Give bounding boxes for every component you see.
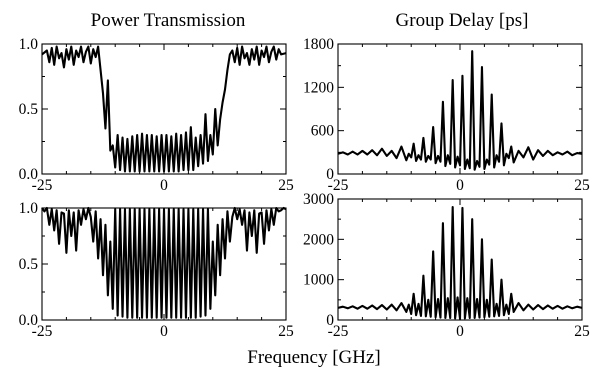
y-tick-label: 0 bbox=[326, 312, 334, 329]
y-tick-label: 1000 bbox=[303, 272, 334, 289]
x-tick-label: 25 bbox=[278, 177, 294, 194]
series-line bbox=[41, 45, 287, 173]
x-tick-label: 0 bbox=[456, 177, 464, 194]
y-tick-label: 0.5 bbox=[19, 256, 39, 273]
title-power-transmission: Power Transmission bbox=[91, 10, 246, 31]
y-tick-label: 3000 bbox=[303, 191, 334, 208]
panel-bottom-left: -25 0 25 0.0 0.5 1.0 bbox=[19, 200, 294, 340]
title-group-delay: Group Delay [ps] bbox=[396, 10, 529, 31]
x-tick-label: 0 bbox=[456, 323, 464, 340]
x-tick-label: 25 bbox=[574, 177, 590, 194]
x-tick-label: -25 bbox=[32, 177, 53, 194]
y-tick-label: 1200 bbox=[303, 79, 334, 96]
y-tick-label: 600 bbox=[311, 123, 335, 140]
y-tick-label: 1800 bbox=[303, 36, 334, 53]
x-tick-label: 0 bbox=[160, 323, 168, 340]
x-tick-label: -25 bbox=[328, 323, 349, 340]
x-tick-label: 0 bbox=[160, 177, 168, 194]
series-line bbox=[41, 206, 287, 319]
y-tick-label: 2000 bbox=[303, 231, 334, 248]
y-tick-label: 1.0 bbox=[19, 36, 39, 53]
x-tick-label: -25 bbox=[32, 323, 53, 340]
y-tick-label: 0.0 bbox=[19, 312, 39, 329]
series-line bbox=[337, 50, 583, 171]
x-tick-label: 25 bbox=[574, 323, 590, 340]
y-tick-label: 0.0 bbox=[19, 166, 39, 183]
series-line bbox=[337, 206, 583, 320]
y-tick-label: 1.0 bbox=[19, 200, 39, 217]
x-axis-label: Frequency [GHz] bbox=[247, 347, 380, 368]
y-tick-label: 0 bbox=[326, 166, 334, 183]
x-tick-label: -25 bbox=[328, 177, 349, 194]
x-tick-label: 25 bbox=[278, 323, 294, 340]
panel-top-left: -25 0 25 0.0 0.5 1.0 bbox=[19, 36, 294, 194]
y-tick-label: 0.5 bbox=[19, 101, 39, 118]
